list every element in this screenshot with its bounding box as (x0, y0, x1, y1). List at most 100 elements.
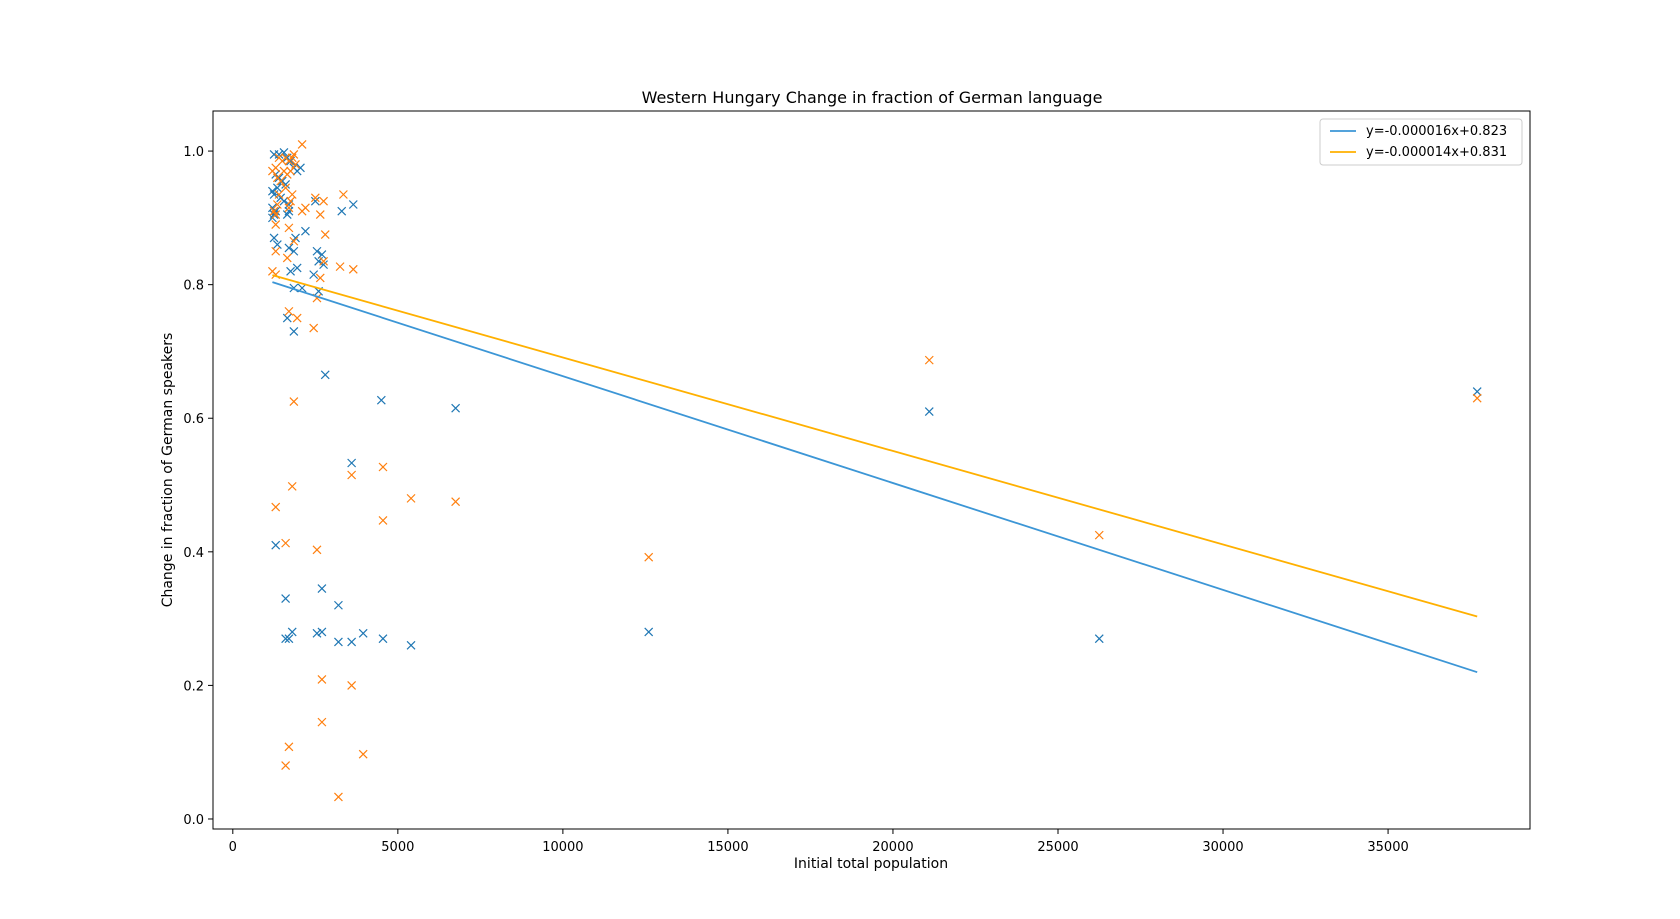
series-0-point-62 (358, 628, 368, 638)
series-0-point-53 (317, 584, 327, 593)
series-0-point-22 (284, 206, 294, 216)
series-1-point-18 (286, 196, 295, 206)
series-1-point-35 (319, 256, 328, 266)
y-tick-label-4: 0.8 (183, 279, 204, 294)
series-1-point-46 (1472, 393, 1482, 403)
marks-layer (267, 139, 1482, 802)
series-1-point-9 (267, 166, 277, 176)
series-1-point-30 (284, 223, 294, 233)
x-axis-label: Initial total population (794, 856, 948, 872)
series-1-point-33 (271, 246, 281, 256)
series-0-point-50 (347, 458, 357, 468)
x-tick-label-3: 15000 (707, 840, 748, 855)
series-0-point-7 (296, 163, 305, 173)
series-0-point-46 (376, 395, 386, 405)
y-tick-label-5: 1.0 (183, 145, 204, 160)
x-axis: 0 5000 10000 15000 20000 25000 30000 35000 (229, 829, 1409, 855)
series-0-point-39 (286, 266, 295, 276)
series-0-point-36 (319, 260, 328, 270)
series-1-point-65 (334, 792, 343, 802)
series-1-point-50 (406, 493, 416, 503)
series-1-point-20 (284, 203, 294, 213)
series-0-point-38 (292, 263, 302, 273)
series-1-point-14 (276, 176, 286, 186)
series-0-point-34 (317, 250, 327, 260)
series-0-point-52 (281, 594, 291, 603)
series-0-point-45 (320, 370, 330, 380)
plot-frame (212, 110, 1531, 830)
series-1-point-40 (315, 273, 325, 283)
series-0-point-31 (337, 206, 347, 216)
legend: y=-0.000016x+0.823 y=-0.000014x+0.831 (1319, 118, 1523, 166)
series-1-point-25 (310, 193, 320, 203)
x-tick-label-1: 5000 (381, 840, 414, 855)
series-0-point-59 (317, 627, 327, 637)
series-1-point-28 (338, 190, 348, 199)
series-0-point-12 (272, 183, 282, 193)
x-tick-label-7: 35000 (1367, 840, 1408, 855)
series-0-point-11 (281, 180, 291, 189)
series-1-point-43 (292, 313, 302, 323)
series-0-point-56 (281, 634, 291, 644)
series-1-point-37 (348, 264, 358, 274)
series-0-point-29 (300, 226, 310, 236)
series-0-point-24 (269, 233, 279, 243)
legend-box (1319, 118, 1523, 166)
fit-line-1 (272, 274, 1478, 618)
series-0-point-54 (334, 600, 343, 610)
x-tick-label-0: 0 (229, 840, 237, 855)
x-tick-label-4: 20000 (872, 840, 913, 855)
chart-title: Western Hungary Change in fraction of Ge… (642, 88, 1103, 107)
y-axis: 0.0 0.2 0.4 0.6 0.8 1.0 (183, 145, 213, 828)
series-1-point-31 (289, 236, 299, 246)
x-tick-label-5: 25000 (1037, 840, 1078, 855)
legend-label-blue-fit: y=-0.000016x+0.823 (1366, 124, 1507, 139)
series-1-point-52 (287, 481, 297, 491)
series-1-point-12 (286, 166, 295, 176)
series-1-point-36 (335, 262, 345, 272)
series-0-point-44 (289, 326, 299, 336)
series-0-point-57 (284, 634, 294, 644)
series-0-point-51 (271, 540, 281, 550)
series-1-point-32 (320, 230, 330, 239)
fit-lines-layer (272, 274, 1478, 674)
series-1-point-54 (271, 502, 281, 512)
y-tick-label-3: 0.6 (183, 412, 204, 427)
series-0-point-32 (348, 200, 358, 209)
series-1-point-7 (291, 160, 300, 169)
series-1-point-59 (317, 674, 327, 684)
x-tick-label-6: 30000 (1202, 840, 1243, 855)
series-0-point-49 (1472, 387, 1482, 396)
series-1-point-63 (358, 749, 368, 759)
series-0-point-33 (312, 246, 322, 256)
series-1-point-57 (644, 552, 654, 562)
y-axis-label: Change in fraction of German speakers (160, 333, 176, 608)
fit-line-0 (272, 281, 1478, 674)
series-1-point-19 (272, 200, 282, 209)
series-0-point-25 (272, 240, 282, 250)
series-0-point-48 (924, 407, 934, 416)
y-tick-label-1: 0.2 (183, 679, 204, 694)
series-1-point-24 (297, 206, 307, 216)
x-tick-label-2: 10000 (542, 840, 583, 855)
series-1-point-64 (281, 761, 291, 770)
series-1-point-53 (378, 516, 388, 525)
series-0-point-58 (312, 628, 322, 638)
series-1-point-51 (451, 497, 461, 507)
series-1-point-47 (289, 397, 299, 406)
series-1-point-22 (271, 210, 281, 219)
series-1-point-49 (378, 462, 388, 472)
y-tick-label-2: 0.4 (183, 546, 204, 561)
series-0-point-30 (310, 196, 320, 206)
series-0-point-63 (378, 634, 388, 644)
series-1-point-42 (284, 306, 294, 316)
series-1-point-34 (282, 253, 292, 263)
series-1-point-27 (319, 196, 328, 206)
series-1-point-17 (287, 190, 297, 199)
series-1-point-60 (347, 680, 357, 690)
series-0-point-64 (406, 640, 416, 650)
series-0-point-37 (309, 270, 319, 280)
y-tick-label-0: 0.0 (183, 813, 204, 828)
series-0-point-1 (274, 149, 284, 159)
